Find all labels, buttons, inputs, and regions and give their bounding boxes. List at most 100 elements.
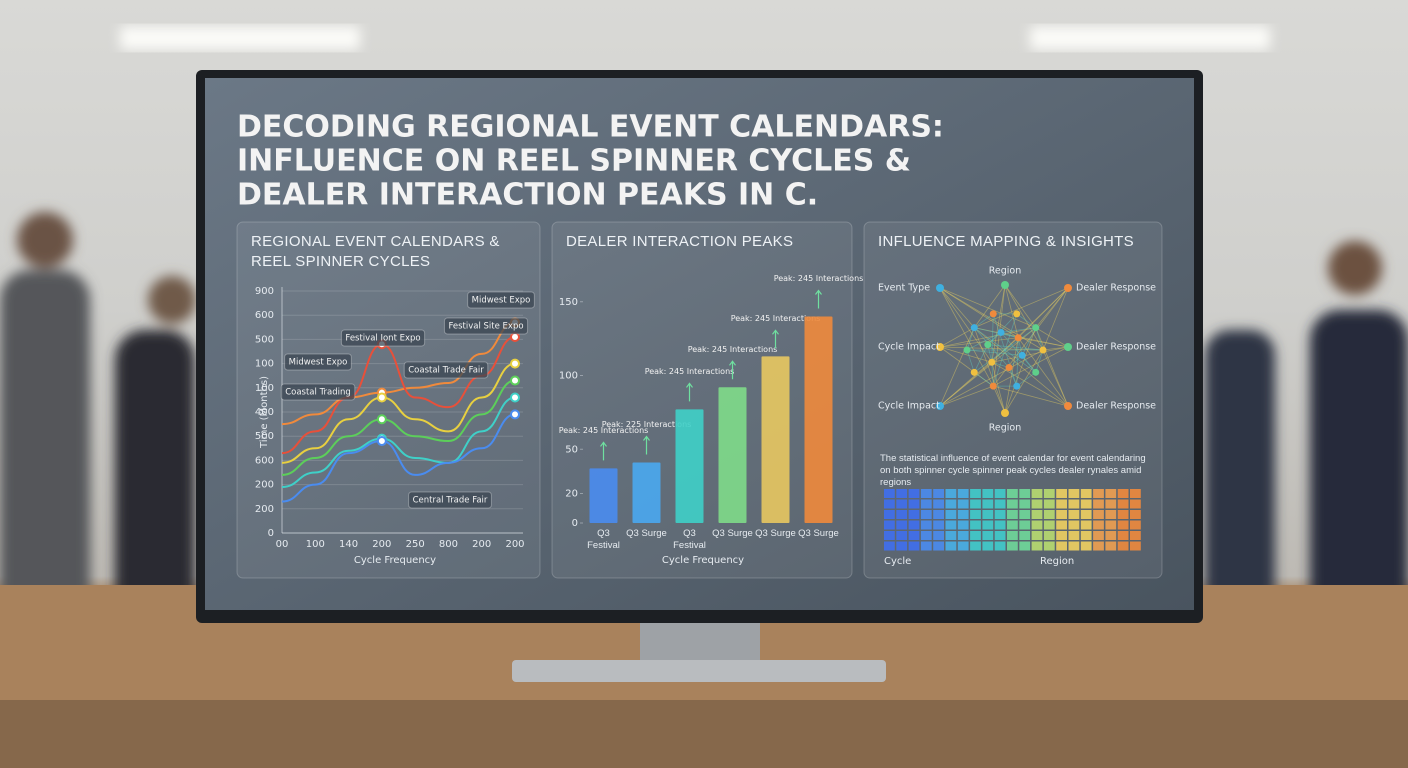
heatmap-label: Cycle: [884, 556, 911, 567]
heatmap-cell: [970, 499, 981, 509]
annotation-arrow: [643, 435, 650, 455]
annotation-box: [280, 383, 356, 401]
heatmap-cell: [1007, 510, 1018, 519]
heatmap-cell: [920, 499, 932, 509]
network-node: [989, 310, 997, 318]
ceiling-light: [120, 26, 360, 50]
heatmap-cell: [933, 531, 944, 540]
title-line: DECODING REGIONAL EVENT CALENDARS:: [237, 110, 944, 145]
heatmap-cell: [1117, 531, 1129, 540]
heatmap-cell: [884, 489, 895, 498]
heatmap-cell: [1007, 489, 1018, 498]
heatmap-cell: [1080, 510, 1092, 519]
heatmap-cell: [1080, 499, 1092, 509]
x-tick-label: 800: [439, 539, 458, 550]
heatmap-cell: [994, 520, 1006, 530]
network-edge: [1017, 287, 1069, 339]
heatmap-cell: [1117, 520, 1129, 530]
network-edge: [939, 337, 1019, 348]
network-edge: [974, 287, 1069, 329]
panel-title: INFLUENCE MAPPING & INSIGHTS: [878, 233, 1134, 250]
heatmap-cell: [1093, 510, 1104, 519]
node-label: Dealer Response: [1076, 283, 1156, 294]
network-edge: [1021, 355, 1037, 373]
network-edge: [1000, 327, 1036, 333]
network-node: [1064, 402, 1072, 410]
network-edge: [939, 287, 994, 387]
heatmap-cell: [1043, 510, 1055, 519]
monitor-base: [512, 660, 886, 682]
network-edge: [966, 349, 1023, 356]
x-axis-label: Cycle Frequency: [354, 555, 436, 566]
heatmap-cell: [1080, 541, 1092, 551]
annotation: Peak: 245 Interactions: [559, 426, 649, 435]
heatmap-cell: [1130, 531, 1141, 540]
heatmap-cell: [1068, 541, 1080, 551]
network-edge: [1042, 346, 1069, 351]
network-edge: [939, 287, 1019, 339]
network-edge: [939, 385, 994, 407]
network-edge: [939, 346, 992, 363]
heatmap-cell: [1056, 541, 1067, 551]
heatmap-cell: [994, 531, 1006, 540]
network-edge: [1016, 313, 1036, 328]
heatmap-cell: [970, 541, 981, 551]
heatmap-cell: [1007, 531, 1018, 540]
person: [115, 330, 195, 630]
y-tick-label: 50: [565, 444, 578, 455]
heatmap-cell: [1031, 541, 1043, 551]
heatmap-cell: [933, 489, 944, 498]
network-edge: [992, 385, 1006, 414]
node-label: Cycle Impact: [878, 342, 940, 353]
point-marker: [376, 436, 387, 447]
heatmap-cell: [884, 499, 895, 509]
network-edge: [1035, 287, 1069, 328]
heatmap-cell: [908, 499, 920, 509]
annotation: Coastal Trade Fair: [408, 366, 484, 376]
heatmap-cell: [1105, 520, 1117, 530]
heatmap-cell: [933, 541, 944, 551]
heatmap-cell: [920, 510, 932, 519]
y-tick-label: 20: [565, 489, 578, 500]
network-edge: [939, 287, 1036, 329]
network-edge: [1035, 327, 1069, 407]
series-line: [281, 321, 516, 426]
heatmap-cell: [920, 520, 932, 530]
network-node: [988, 358, 996, 366]
heatmap-cell: [1043, 489, 1055, 498]
heatmap-cell: [896, 520, 908, 530]
heatmap-cell: [908, 520, 920, 530]
heatmap-cell: [1093, 531, 1104, 540]
network-node: [970, 324, 978, 332]
heatmap-cell: [957, 520, 969, 530]
person: [1205, 330, 1275, 610]
network-edge: [1004, 284, 1037, 328]
network-edge: [992, 313, 1018, 387]
network-edge: [1004, 284, 1044, 351]
bar: [761, 356, 790, 523]
heatmap-cell: [1007, 499, 1018, 509]
network-node: [1018, 351, 1026, 359]
network-edge: [939, 346, 994, 387]
network-node: [1039, 346, 1047, 354]
network-edge: [939, 346, 1044, 351]
network-edge: [974, 327, 1036, 373]
annotation-arrow: [600, 441, 607, 461]
network-node: [1032, 368, 1040, 376]
heatmap-cell: [1031, 510, 1043, 519]
annotation: Festival Site Expo: [448, 322, 523, 332]
node-label: Event Type: [878, 283, 930, 294]
x-tick-label: Q3 Surge: [712, 528, 753, 539]
person: [1328, 241, 1382, 295]
network-edge: [992, 313, 1018, 387]
heatmap-cell: [884, 510, 895, 519]
annotation-box: [403, 361, 489, 379]
person: [148, 276, 196, 324]
annotation-arrow: [729, 360, 736, 380]
x-tick-label: 140: [339, 539, 358, 550]
x-tick-label: Q3 Festival: [587, 528, 620, 551]
heatmap-cell: [1105, 489, 1117, 498]
heatmap-cell: [1068, 510, 1080, 519]
person: [1310, 310, 1408, 640]
